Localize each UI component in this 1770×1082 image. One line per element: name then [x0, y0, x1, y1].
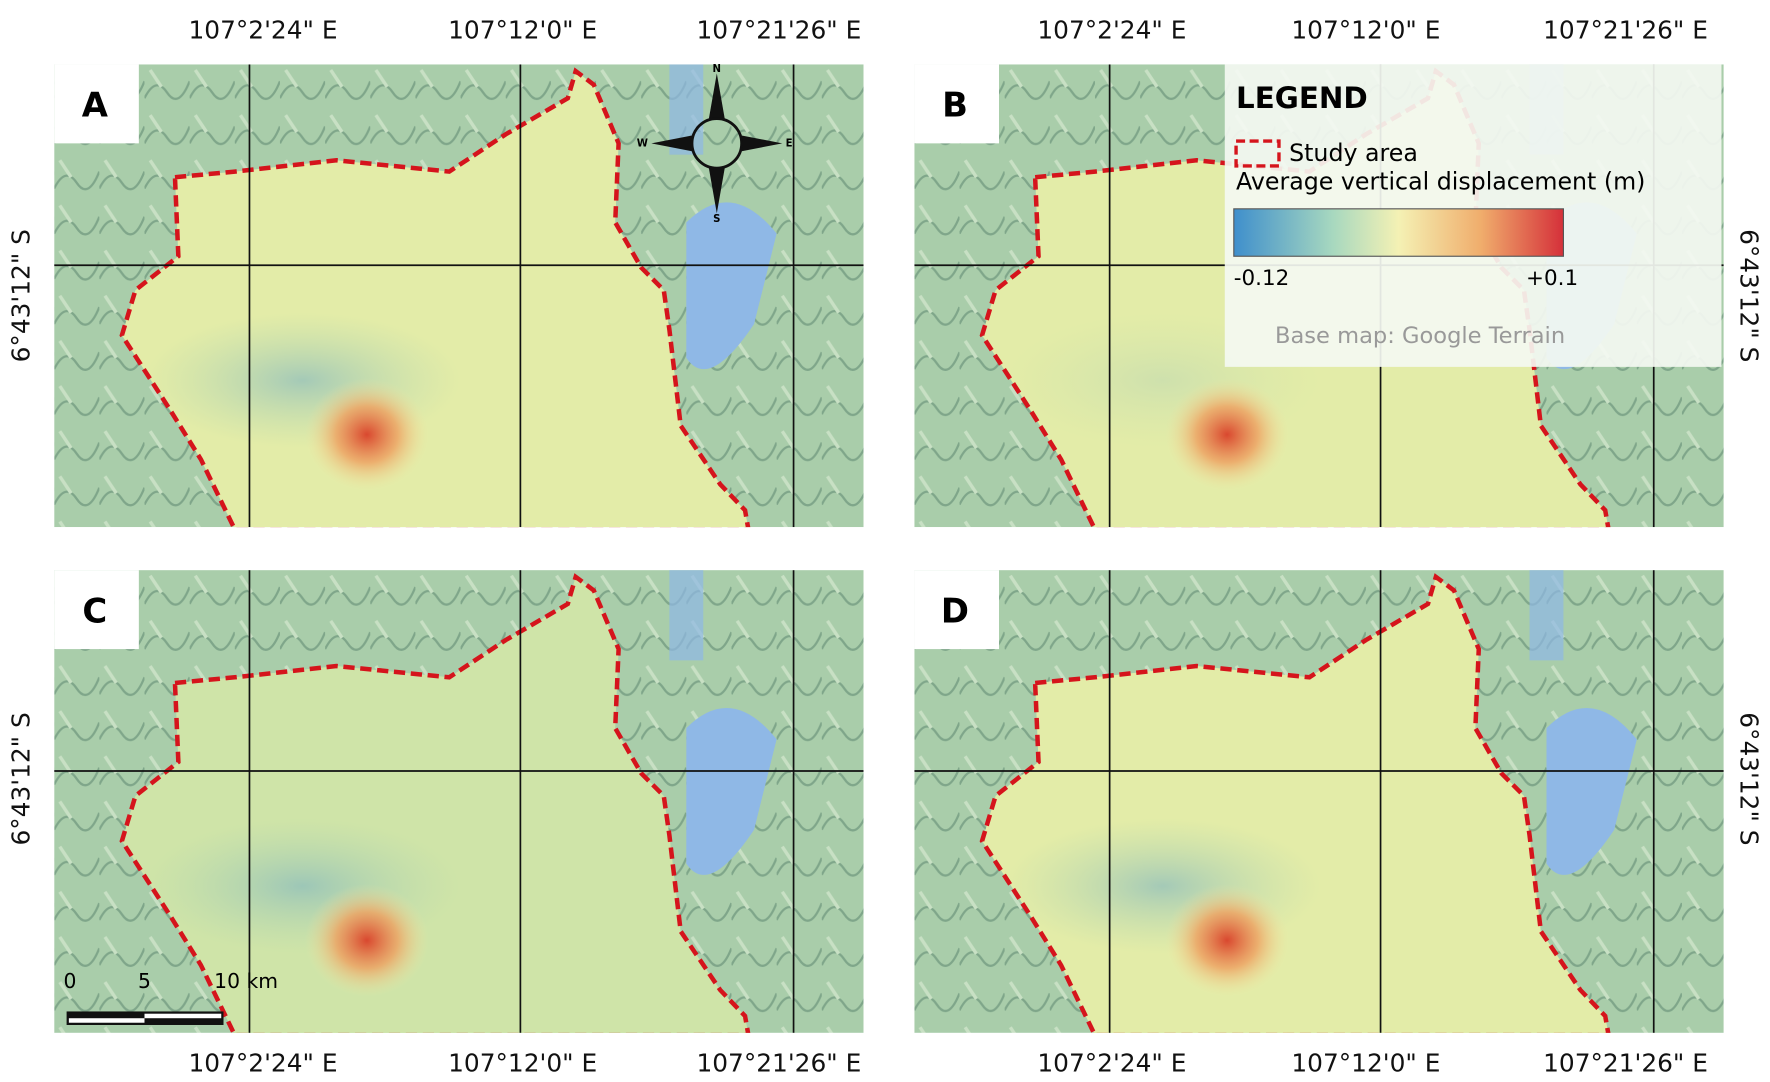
water [669, 570, 704, 661]
water [1529, 570, 1564, 661]
colorbar-min: -0.12 [1234, 266, 1289, 291]
colorbar [1233, 208, 1564, 257]
longitude-label: 107°21'26" E [1543, 1049, 1708, 1078]
panel-label: D [941, 591, 969, 630]
label-box [54, 64, 139, 144]
scale-bar [144, 1018, 223, 1024]
longitude-label: 107°2'24" E [189, 1049, 338, 1078]
label-box [914, 570, 1000, 650]
compass-ring [690, 117, 744, 170]
map-panel: A [54, 64, 864, 528]
compass-arrow [708, 73, 725, 119]
scale-label: 5 [138, 969, 151, 993]
uplift-spot [1164, 378, 1290, 492]
scale-label: 0 [64, 969, 77, 993]
longitude-label: 107°12'0" E [1291, 16, 1440, 45]
latitude-label: 6°43'12" S [1734, 712, 1763, 845]
water [686, 708, 777, 875]
uplift-spot [1164, 883, 1290, 997]
latitude-label: 6°43'12" S [7, 229, 36, 362]
longitude-label: 107°12'0" E [448, 16, 597, 45]
study-area-border [119, 573, 751, 1033]
study-area-border [119, 67, 751, 528]
uplift-spot [304, 378, 429, 492]
longitude-label: 107°12'0" E [1291, 1049, 1440, 1078]
legend-label: Average vertical displacement (m) [1236, 167, 1645, 195]
longitude-label: 107°12'0" E [448, 1049, 597, 1078]
water [686, 202, 777, 370]
label-box [914, 64, 1000, 144]
latitude-label: 6°43'12" S [1734, 229, 1763, 362]
study-area-border [979, 573, 1611, 1033]
legend-label: Study area [1289, 139, 1418, 167]
map-panel: D [914, 570, 1724, 1033]
scale-bar [67, 1012, 145, 1019]
longitude-label: 107°2'24" E [1037, 1049, 1186, 1078]
longitude-label: 107°2'24" E [1037, 16, 1186, 45]
longitude-label: 107°21'26" E [696, 16, 861, 45]
legend-swatch [1234, 139, 1281, 168]
compass-letter: E [786, 138, 793, 149]
compass: N S E W [637, 64, 793, 225]
compass-arrow [708, 168, 725, 214]
panel-label: A [82, 86, 109, 125]
latitude-label: 6°43'12" S [7, 712, 36, 845]
compass-letter: W [637, 138, 648, 149]
compass-letter: S [713, 214, 720, 225]
longitude-label: 107°21'26" E [696, 1049, 861, 1078]
colorbar-max: +0.1 [1526, 266, 1578, 291]
panel-label: B [942, 86, 968, 125]
longitude-label: 107°2'24" E [189, 16, 338, 45]
basemap-note: Base map: Google Terrain [1275, 323, 1565, 349]
longitude-label: 107°21'26" E [1543, 16, 1708, 45]
label-box [54, 570, 139, 650]
scale-label: 10 km [214, 969, 278, 993]
compass-arrow [651, 135, 692, 152]
uplift-spot [304, 883, 429, 997]
water [1546, 708, 1637, 875]
panel-label: C [82, 591, 107, 630]
legend-title: LEGEND [1236, 81, 1368, 115]
compass-arrow [741, 135, 783, 152]
map-panel: C [54, 570, 864, 1033]
compass-letter: N [713, 64, 721, 75]
